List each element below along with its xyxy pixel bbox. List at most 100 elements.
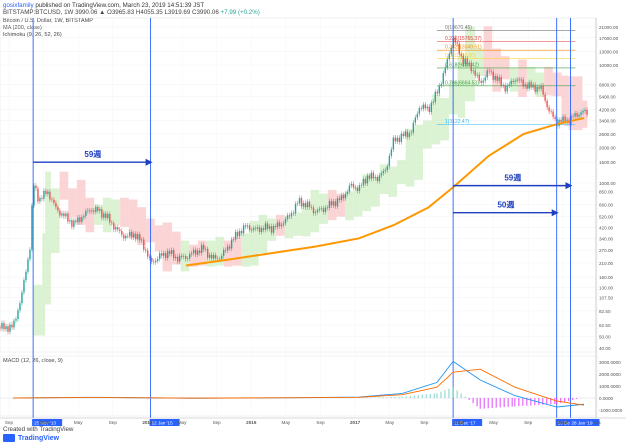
- candle-body: [220, 255, 223, 259]
- candle-body: [33, 185, 35, 206]
- macd-pane-frame: [0, 355, 597, 417]
- candle-body: [113, 223, 115, 230]
- fib-level-label: 0.236(15765.37): [445, 36, 482, 42]
- candle-body: [101, 209, 103, 218]
- candle-body: [117, 227, 119, 230]
- ichimoku-cloud-segment: [33, 284, 43, 336]
- time-tick-label: 2019: [558, 420, 569, 425]
- candle-body: [242, 225, 245, 234]
- candle-body: [372, 172, 375, 179]
- price-tick-label: 1000.00: [599, 181, 616, 186]
- candle-body: [61, 213, 63, 216]
- candle-body: [542, 85, 544, 95]
- candle-body: [408, 133, 411, 137]
- candle-body: [574, 113, 576, 117]
- candle-body: [406, 131, 409, 137]
- candle-body: [63, 213, 65, 217]
- candle-body: [190, 253, 193, 255]
- candle-body: [500, 77, 502, 86]
- macd-histogram-bar: [370, 397, 372, 398]
- candle-body: [17, 310, 19, 320]
- macd-histogram-bar: [386, 397, 388, 398]
- macd-histogram-bar: [468, 398, 470, 400]
- ichimoku-cloud-segment: [180, 240, 190, 272]
- candle-body: [125, 235, 127, 239]
- candle-body: [578, 114, 580, 117]
- ichimoku-cloud-segment: [301, 204, 311, 237]
- legend-ichimoku[interactable]: Ichimoku (9, 26, 52, 26): [3, 32, 62, 38]
- candle-body: [69, 220, 71, 222]
- fib-level-label: 0(19670.45): [445, 25, 472, 31]
- candle-body: [424, 104, 427, 109]
- candle-body: [210, 254, 213, 259]
- ichimoku-cloud-segment: [336, 193, 346, 217]
- candle-body: [67, 213, 69, 222]
- candle-body: [328, 200, 331, 208]
- macd-histogram-bar: [448, 388, 450, 398]
- candle-body: [520, 79, 522, 81]
- candle-body: [352, 183, 355, 188]
- legend-symbol-title[interactable]: Bitcoin / U.S. Dollar, 1W, BITSTAMP: [3, 18, 94, 24]
- candle-body: [89, 210, 91, 212]
- candle-body: [302, 202, 305, 207]
- candle-body: [338, 198, 341, 201]
- candle-body: [206, 248, 209, 258]
- candle-body: [364, 179, 367, 184]
- ichimoku-cloud-segment: [431, 94, 441, 145]
- candle-body: [272, 226, 275, 233]
- annotation-label: 59週: [84, 150, 101, 159]
- candle-body: [9, 324, 11, 332]
- price-tick-label: 6800.00: [599, 83, 616, 88]
- fib-level-label: 0.382(13349.51): [445, 45, 482, 51]
- candle-body: [454, 37, 456, 43]
- macd-histogram-bar: [405, 396, 407, 398]
- candle-body: [366, 175, 369, 184]
- candle-body: [532, 84, 534, 88]
- candle-body: [85, 211, 87, 217]
- candle-body: [7, 326, 9, 332]
- ma-200-line: [185, 117, 585, 267]
- ichimoku-cloud-segment: [85, 197, 95, 233]
- candle-body: [41, 197, 43, 199]
- tradingview-logo[interactable]: TradingView: [3, 434, 59, 442]
- candle-body: [318, 208, 321, 211]
- date-marker-badge: [569, 419, 600, 426]
- candle-body: [131, 231, 133, 238]
- candle-body: [19, 303, 21, 311]
- candle-body: [39, 197, 41, 202]
- header-publisher-line: gosixfamily published on TradingView.com…: [3, 2, 204, 9]
- price-tick-label: 5400.00: [599, 95, 616, 100]
- macd-pane: [12, 360, 585, 409]
- candle-body: [356, 187, 359, 191]
- macd-histogram-bar: [511, 398, 513, 407]
- candle-body: [376, 177, 379, 181]
- candle-body: [185, 256, 187, 260]
- macd-signal-line: [12, 368, 585, 406]
- candle-body: [135, 233, 137, 240]
- ichimoku-cloud-segment: [128, 199, 138, 239]
- candle-body: [430, 102, 433, 112]
- candle-body: [402, 133, 405, 136]
- candle-body: [330, 200, 333, 206]
- date-marker-badge: [555, 419, 576, 426]
- ichimoku-cloud-segment: [120, 197, 129, 227]
- candle-body: [384, 170, 387, 172]
- header-ohlc-line: BITSTAMP:BTCUSD, 1W 3990.06 ▲ O3965.83 H…: [3, 9, 260, 16]
- candle-body: [31, 205, 33, 250]
- publisher-name[interactable]: gosixfamily: [3, 2, 34, 9]
- candle-body: [186, 258, 189, 260]
- candle-body: [276, 222, 279, 228]
- candle-body: [342, 195, 345, 199]
- ichimoku-cloud-segment: [414, 124, 424, 180]
- legend-ma[interactable]: MA (200, close): [3, 25, 42, 31]
- price-tick-label: 1500.00: [599, 160, 616, 165]
- candle-body: [474, 70, 476, 76]
- ichimoku-cloud-segment: [423, 120, 432, 149]
- candle-body: [230, 239, 233, 249]
- candle-body: [448, 53, 450, 60]
- candle-body: [426, 106, 429, 109]
- macd-tick-label: 0.0000: [599, 396, 613, 401]
- candle-body: [204, 248, 207, 250]
- candle-body: [504, 85, 506, 92]
